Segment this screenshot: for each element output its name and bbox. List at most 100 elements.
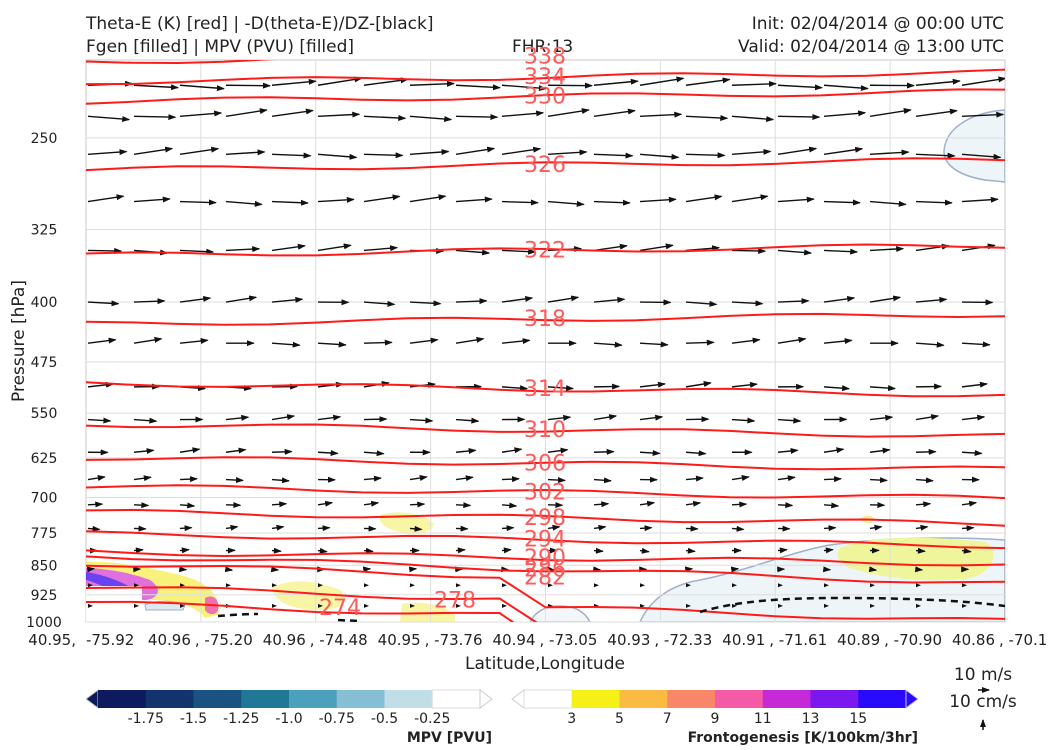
wind-vector bbox=[455, 196, 493, 203]
fgen-colorbar-swatch bbox=[715, 690, 764, 708]
theta-e-label-286: 286 bbox=[524, 557, 566, 582]
wind-vector bbox=[409, 80, 455, 87]
wind-vector bbox=[362, 566, 372, 573]
wind-vector bbox=[915, 414, 940, 421]
wind-vector bbox=[179, 502, 196, 509]
wind-vector bbox=[731, 115, 775, 122]
wind-vector bbox=[547, 385, 575, 392]
wind-vector bbox=[731, 194, 769, 203]
theta-e-contour-294 bbox=[86, 530, 1005, 550]
init-time: Init: 02/04/2014 @ 00:00 UTC bbox=[751, 14, 1004, 34]
wind-vector bbox=[271, 78, 317, 86]
wind-vector bbox=[271, 547, 282, 554]
wind-vector bbox=[731, 80, 777, 87]
wind-vector bbox=[409, 525, 423, 532]
wind-vector bbox=[639, 341, 669, 348]
wind-vector bbox=[869, 246, 905, 252]
wind-vector bbox=[225, 295, 258, 303]
wind-vector bbox=[547, 149, 588, 156]
wind-vector bbox=[133, 336, 163, 344]
wind-vector bbox=[179, 547, 190, 554]
wind-vector bbox=[962, 583, 967, 588]
wind-vector bbox=[363, 339, 393, 346]
wind-vector bbox=[915, 448, 937, 455]
wind-vector bbox=[271, 524, 285, 531]
wind-vector bbox=[272, 603, 277, 608]
wind-vector bbox=[133, 417, 158, 424]
wind-vector bbox=[271, 296, 304, 303]
wind-vector bbox=[916, 583, 921, 588]
wind-vector bbox=[639, 525, 653, 532]
wind-vector bbox=[548, 583, 553, 588]
mpv-colorbar-tick: -0.75 bbox=[319, 711, 355, 727]
wind-vector bbox=[271, 448, 293, 455]
theta-e-label-314: 314 bbox=[524, 377, 566, 402]
wind-vector bbox=[455, 547, 466, 554]
fgen-colorbar-tick: 5 bbox=[615, 711, 624, 727]
wind-vector bbox=[409, 501, 426, 508]
wind-vector bbox=[961, 111, 1005, 118]
mpv-colorbar: -1.75 -1.5 -1.25 -1.0 -0.75 -0.5 -0.25 bbox=[85, 689, 493, 727]
wind-vector bbox=[777, 84, 823, 91]
mpv-colorbar-tick: -0.5 bbox=[371, 711, 398, 727]
wind-vector bbox=[317, 111, 361, 118]
wind-vector bbox=[593, 243, 628, 252]
fgen-colorbar-tick: 3 bbox=[567, 711, 576, 727]
wind-vector bbox=[317, 153, 358, 160]
wind-vector bbox=[777, 298, 810, 305]
wind-vector bbox=[408, 566, 418, 573]
wind-vector bbox=[777, 502, 794, 509]
wind-vector bbox=[133, 84, 179, 91]
theta-e-contour-322 bbox=[86, 243, 1005, 257]
wind-vector bbox=[639, 414, 664, 421]
wind-vector bbox=[410, 603, 415, 608]
wind-vector bbox=[225, 477, 244, 484]
wind-vector bbox=[225, 524, 239, 531]
wind-vector bbox=[134, 583, 139, 588]
wind-vector bbox=[685, 475, 704, 482]
theta-e-contour-290 bbox=[86, 549, 1005, 567]
wind-vector bbox=[547, 447, 569, 454]
wind-vector bbox=[823, 447, 845, 454]
wind-vector bbox=[915, 477, 934, 484]
wind-vector bbox=[823, 110, 867, 118]
x-tick-label-lon: , -72.33 bbox=[654, 631, 712, 649]
wind-vector bbox=[363, 547, 374, 554]
wind-vector bbox=[961, 381, 988, 388]
mpv-colorbar-tick: -1.5 bbox=[180, 711, 207, 727]
fgen-colorbar-tick: 11 bbox=[754, 711, 772, 727]
wind-vector bbox=[639, 449, 661, 456]
x-tick-label-lat: 40.95 bbox=[378, 631, 421, 649]
wind-vector bbox=[777, 417, 802, 424]
theta-e-label-282: 282 bbox=[524, 565, 566, 590]
mpv-colorbar-tick: -1.0 bbox=[275, 711, 302, 727]
wind-vector bbox=[593, 501, 610, 508]
wind-vector bbox=[225, 447, 247, 454]
wind-vector bbox=[961, 341, 991, 348]
y-axis-label: Pressure [hPa] bbox=[9, 280, 29, 402]
wind-vector bbox=[87, 475, 106, 481]
wind-vector bbox=[869, 385, 897, 392]
wind-vector bbox=[593, 152, 634, 159]
theta-e-label-310: 310 bbox=[524, 418, 566, 443]
wind-vector bbox=[87, 337, 117, 344]
wind-vector bbox=[455, 502, 472, 509]
wind-vector bbox=[593, 296, 626, 303]
wind-vector bbox=[869, 477, 888, 484]
wind-vector bbox=[961, 153, 1002, 160]
theta-e-label-290: 290 bbox=[524, 546, 566, 571]
wind-vector bbox=[915, 547, 926, 554]
wind-vector bbox=[179, 110, 223, 118]
wind-vector bbox=[179, 84, 225, 92]
x-tick-label-lon: , -71.61 bbox=[769, 631, 827, 649]
wind-vector bbox=[593, 341, 623, 348]
wind-vector bbox=[685, 152, 726, 159]
wind-vector bbox=[501, 525, 515, 532]
theta-e-label-334: 334 bbox=[524, 65, 566, 90]
theta-e-contour-314 bbox=[86, 381, 1005, 398]
frontogenesis-colorbar: 3 5 7 9 11 13 15 bbox=[511, 689, 919, 727]
wind-vector bbox=[823, 476, 842, 483]
wind-vector bbox=[271, 199, 309, 206]
wind-vector bbox=[455, 475, 474, 482]
x-tick-label-lat: 40.96 bbox=[263, 631, 306, 649]
